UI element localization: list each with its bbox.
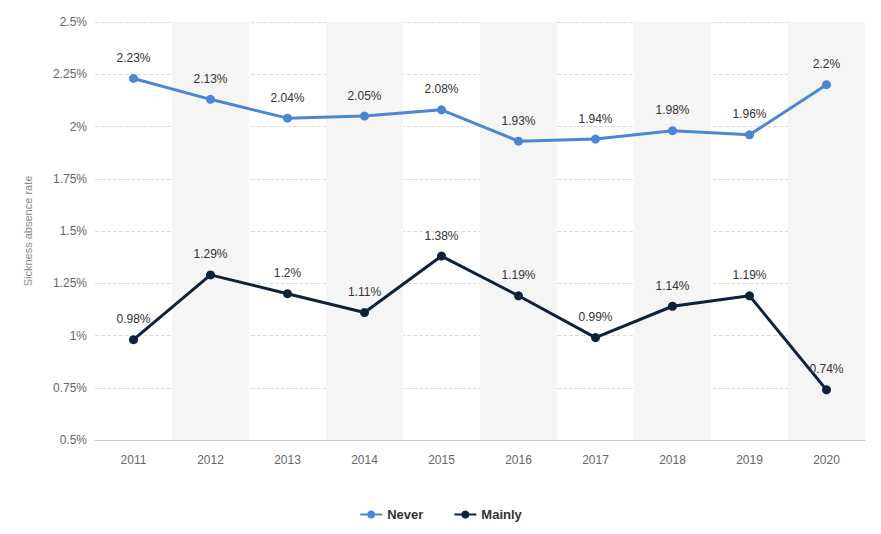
svg-text:2018: 2018 bbox=[659, 453, 686, 467]
svg-text:2020: 2020 bbox=[813, 453, 840, 467]
svg-text:2017: 2017 bbox=[582, 453, 609, 467]
svg-text:2.25%: 2.25% bbox=[53, 67, 87, 81]
svg-text:1.38%: 1.38% bbox=[424, 229, 458, 243]
svg-text:1.5%: 1.5% bbox=[60, 224, 88, 238]
svg-text:0.99%: 0.99% bbox=[578, 310, 612, 324]
svg-text:Mainly: Mainly bbox=[481, 507, 522, 522]
svg-text:Never: Never bbox=[387, 507, 423, 522]
svg-text:2.04%: 2.04% bbox=[270, 91, 304, 105]
svg-text:1.93%: 1.93% bbox=[501, 114, 535, 128]
svg-text:2014: 2014 bbox=[351, 453, 378, 467]
svg-text:1.19%: 1.19% bbox=[501, 268, 535, 282]
svg-text:0.75%: 0.75% bbox=[53, 381, 87, 395]
svg-text:1.96%: 1.96% bbox=[732, 107, 766, 121]
svg-text:2012: 2012 bbox=[197, 453, 224, 467]
svg-text:1.94%: 1.94% bbox=[578, 112, 612, 126]
svg-text:1.19%: 1.19% bbox=[732, 268, 766, 282]
svg-text:1.75%: 1.75% bbox=[53, 172, 87, 186]
svg-text:1.25%: 1.25% bbox=[53, 276, 87, 290]
svg-text:2.23%: 2.23% bbox=[116, 51, 150, 65]
svg-text:1.2%: 1.2% bbox=[274, 266, 302, 280]
svg-text:2015: 2015 bbox=[428, 453, 455, 467]
svg-text:2.05%: 2.05% bbox=[347, 89, 381, 103]
svg-text:2011: 2011 bbox=[121, 453, 147, 467]
svg-text:2013: 2013 bbox=[274, 453, 301, 467]
svg-text:1.14%: 1.14% bbox=[655, 279, 689, 293]
svg-text:2.5%: 2.5% bbox=[60, 15, 88, 29]
svg-text:1.29%: 1.29% bbox=[193, 247, 227, 261]
svg-text:2019: 2019 bbox=[736, 453, 763, 467]
svg-text:0.5%: 0.5% bbox=[60, 433, 88, 447]
svg-text:2.08%: 2.08% bbox=[424, 82, 458, 96]
svg-text:0.74%: 0.74% bbox=[809, 362, 843, 376]
svg-text:2.2%: 2.2% bbox=[813, 57, 841, 71]
svg-text:1%: 1% bbox=[70, 329, 88, 343]
svg-text:1.98%: 1.98% bbox=[655, 103, 689, 117]
svg-text:Sickness absence rate: Sickness absence rate bbox=[22, 176, 34, 287]
svg-text:1.11%: 1.11% bbox=[348, 285, 381, 299]
svg-text:2016: 2016 bbox=[505, 453, 532, 467]
svg-text:2.13%: 2.13% bbox=[193, 72, 227, 86]
svg-text:0.98%: 0.98% bbox=[116, 312, 150, 326]
svg-text:2%: 2% bbox=[70, 120, 88, 134]
